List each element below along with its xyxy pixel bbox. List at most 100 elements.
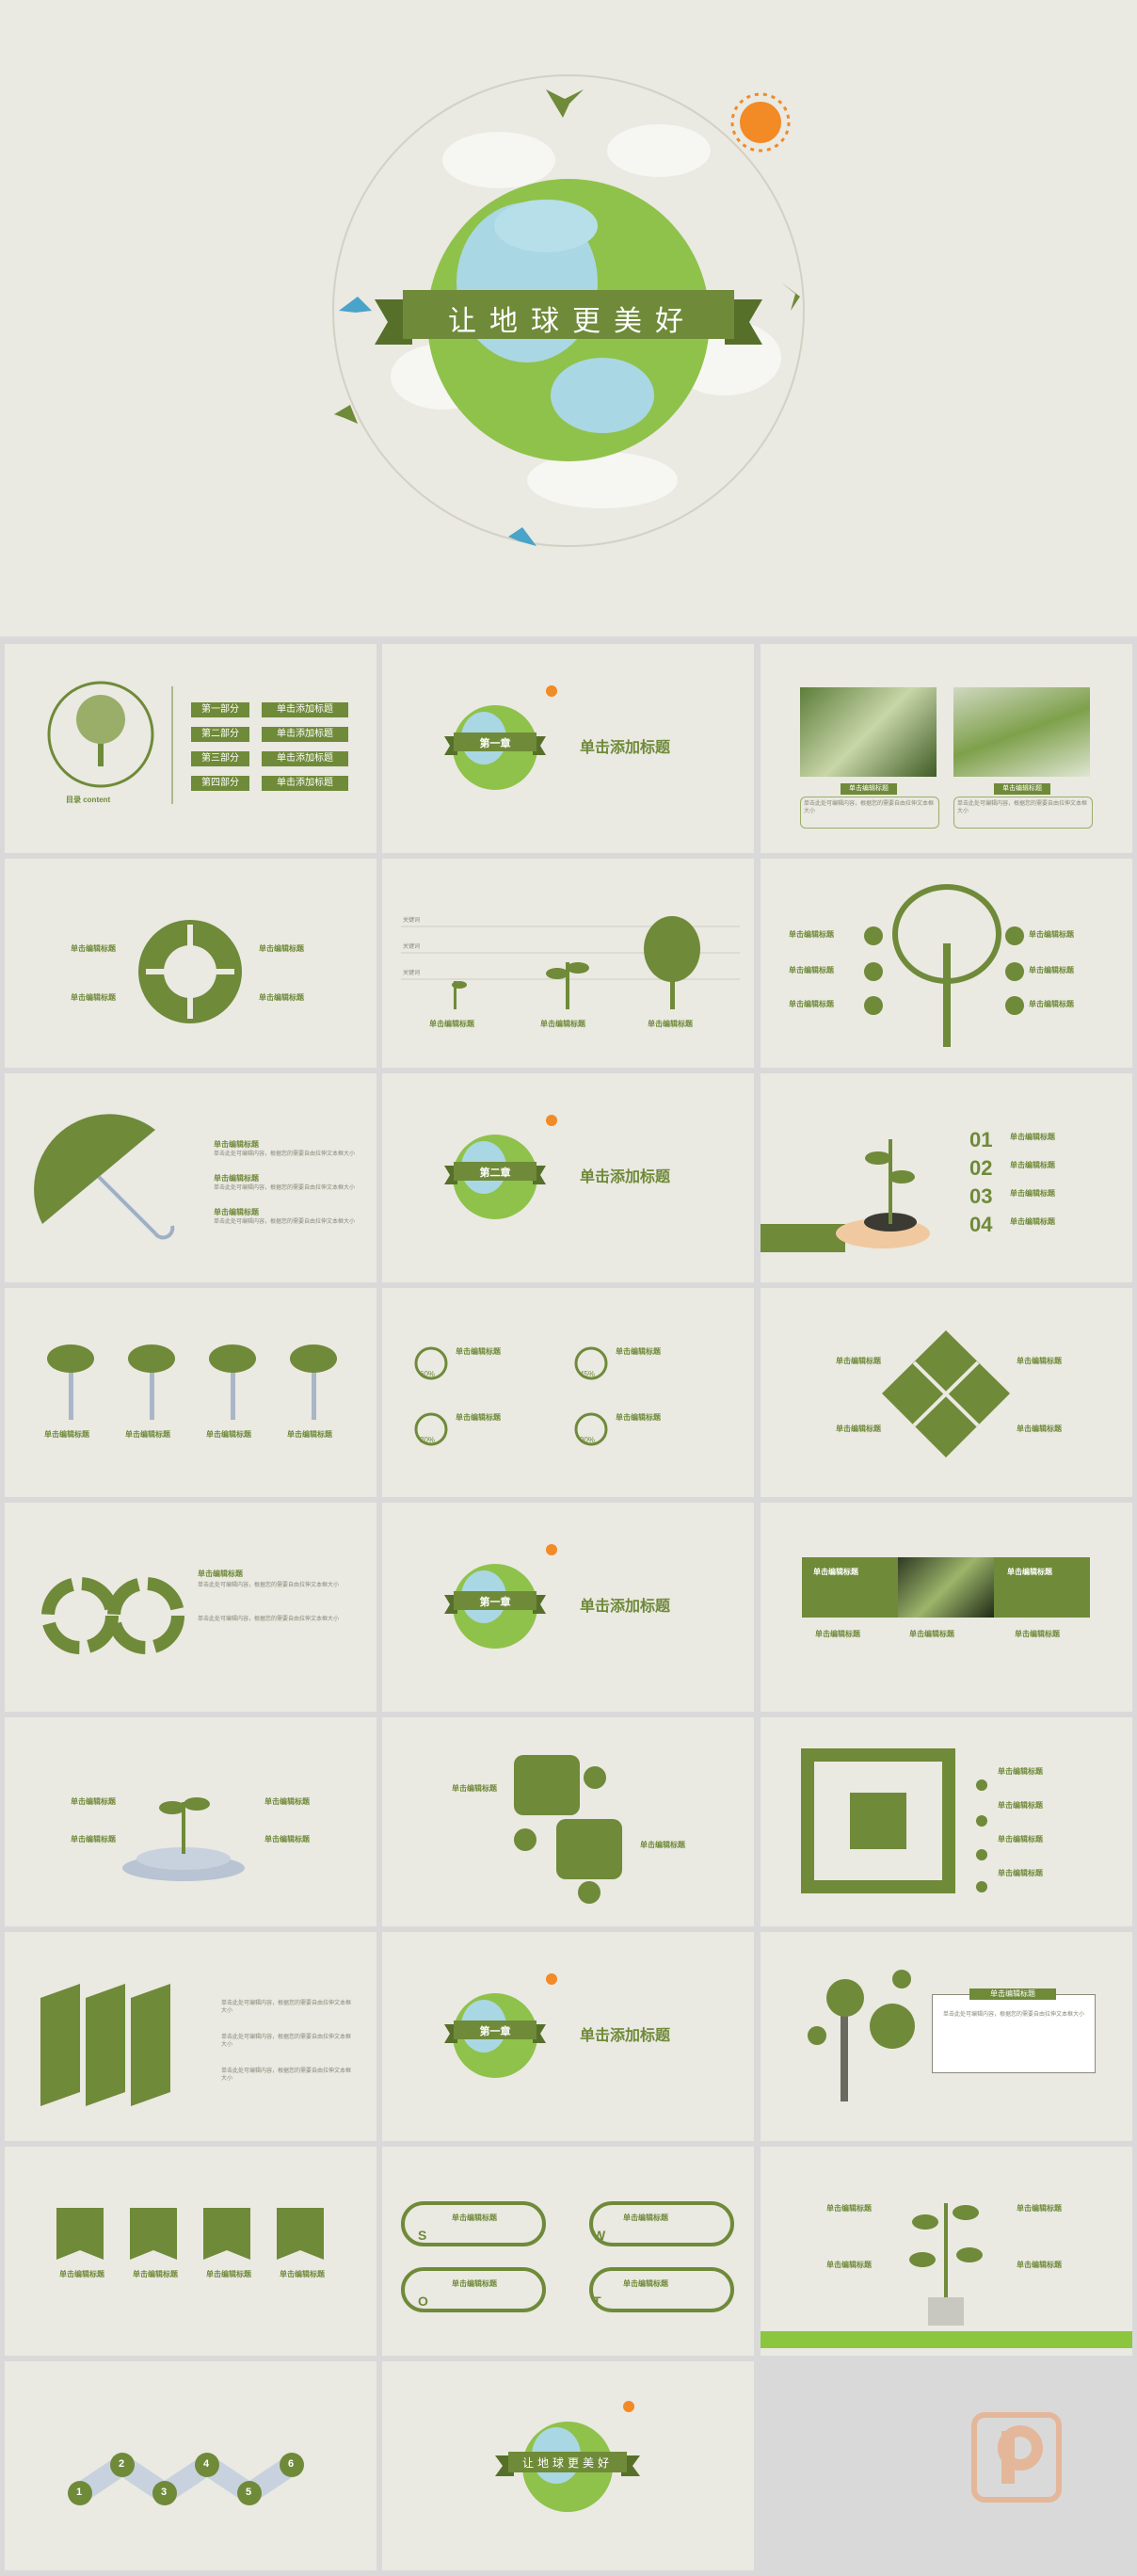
- toc-title-1[interactable]: 单击添加标题: [262, 702, 348, 717]
- photo-2: [953, 687, 1090, 777]
- cycle-title-2: 单击编辑标题: [71, 993, 116, 1002]
- percent-4: 90%: [580, 1436, 596, 1444]
- slide-chapter-1[interactable]: 第一章 单击添加标题: [382, 644, 754, 853]
- toc-title-2[interactable]: 单击添加标题: [262, 727, 348, 742]
- plant-label-3: 关键词: [403, 971, 421, 976]
- coins-title-1: 单击编辑标题: [71, 1797, 116, 1806]
- umbrella-text-2: 单击此处可编辑内容，根据您的需要自由拉伸文本框大小: [214, 1185, 356, 1191]
- slide-chapter-2[interactable]: 第二章 单击添加标题: [382, 1073, 754, 1282]
- slide-hand-plant[interactable]: 01 02 03 04 单击编辑标题 单击编辑标题 单击编辑标题 单击编辑标题: [761, 1073, 1132, 1282]
- swot-title-2: 单击编辑标题: [623, 2214, 668, 2222]
- cover-slide[interactable]: 让地球更美好: [0, 0, 1137, 636]
- watermark-logo: [971, 2412, 1062, 2503]
- tree-branches-icon: [808, 1970, 915, 2101]
- recycle-title: 单击编辑标题: [198, 1570, 243, 1578]
- mini-globe: [444, 685, 557, 790]
- tree-icon: [47, 681, 173, 804]
- slide-flags[interactable]: 单击此处可编辑内容，根据您的需要自由拉伸文本框大小 单击此处可编辑内容，根据您的…: [5, 1932, 376, 2141]
- slide-puzzle[interactable]: 单击编辑标题 单击编辑标题: [382, 1717, 754, 1926]
- slide-diamond[interactable]: 单击编辑标题 单击编辑标题 单击编辑标题 单击编辑标题: [761, 1288, 1132, 1497]
- ribbon-icons: [56, 2208, 324, 2260]
- chapter-name: 第二章: [479, 1167, 511, 1179]
- percent-title-3: 单击编辑标题: [456, 1413, 501, 1422]
- percent-title-1: 单击编辑标题: [456, 1347, 501, 1356]
- flag-shapes: [40, 1984, 170, 2106]
- toc-part-1[interactable]: 第一部分: [191, 702, 249, 717]
- slide-coins[interactable]: 单击编辑标题 单击编辑标题 单击编辑标题 单击编辑标题: [5, 1717, 376, 1926]
- slide-growth[interactable]: 关键词 关键词 关键词 单击编辑标题 单击编辑标题 单击编辑标题: [382, 859, 754, 1068]
- toc-part-2[interactable]: 第二部分: [191, 727, 249, 742]
- chapter-title: 单击添加标题: [580, 2028, 671, 2044]
- slide-recycle[interactable]: 单击编辑标题 单击此处可编辑内容，根据您的需要自由拉伸文本框大小 单击此处可编辑…: [5, 1503, 376, 1712]
- chapter-title: 单击添加标题: [580, 1599, 671, 1615]
- diamond-title-1: 单击编辑标题: [836, 1357, 881, 1365]
- slide-loop[interactable]: 单击编辑标题 单击编辑标题 单击编辑标题 单击编辑标题: [761, 1717, 1132, 1926]
- flags-text-2: 单击此处可编辑内容，根据您的需要自由拉伸文本框大小: [221, 2035, 352, 2048]
- coins-title-2: 单击编辑标题: [71, 1835, 116, 1843]
- slide-percent[interactable]: 60% 45% 20% 90% 单击编辑标题 单击编辑标题 单击编辑标题 单击编…: [382, 1288, 754, 1497]
- banner-col-title-2: 单击编辑标题: [909, 1630, 954, 1638]
- toc-title-4[interactable]: 单击添加标题: [262, 776, 348, 791]
- slide-big-tree[interactable]: 单击编辑标题 单击编辑标题 单击编辑标题 单击编辑标题 单击编辑标题 单击编辑标…: [761, 859, 1132, 1068]
- loop-title-2: 单击编辑标题: [998, 1801, 1043, 1810]
- slide-umbrella[interactable]: 单击编辑标题 单击此处可编辑内容，根据您的需要自由拉伸文本框大小 单击编辑标题 …: [5, 1073, 376, 1282]
- slide-cycle[interactable]: 单击编辑标题 单击编辑标题 单击编辑标题 单击编辑标题: [5, 859, 376, 1068]
- chapter-name: 第一章: [479, 2026, 511, 2037]
- chapter-name: 第一章: [479, 738, 511, 749]
- swot-letter-s: S: [418, 2228, 427, 2243]
- plant-title-1: 单击编辑标题: [826, 2204, 872, 2213]
- step-5: 5: [246, 2487, 252, 2498]
- potted-plant-icon: [761, 2203, 1132, 2348]
- percent-2: 45%: [580, 1370, 596, 1378]
- slide-potted-plant[interactable]: 单击编辑标题 单击编辑标题 单击编辑标题 单击编辑标题: [761, 2147, 1132, 2356]
- number-title-3: 单击编辑标题: [1010, 1189, 1055, 1198]
- umbrella-text-1: 单击此处可编辑内容，根据您的需要自由拉伸文本框大小: [214, 1151, 356, 1157]
- chapter-name: 第一章: [479, 1597, 511, 1608]
- number-title-2: 单击编辑标题: [1010, 1161, 1055, 1169]
- number-title-1: 单击编辑标题: [1010, 1133, 1055, 1141]
- toc-part-3[interactable]: 第三部分: [191, 751, 249, 766]
- umbrella-icon: [34, 1114, 175, 1240]
- diamond-title-4: 单击编辑标题: [1017, 1425, 1062, 1433]
- ribbon-title-3: 单击编辑标题: [206, 2270, 251, 2278]
- flags-text-1: 单击此处可编辑内容，根据您的需要自由拉伸文本框大小: [221, 2001, 352, 2014]
- mini-globe: [444, 1973, 557, 2078]
- slide-ending[interactable]: 让地球更美好: [382, 2361, 754, 2570]
- banner-title-2: 单击编辑标题: [1007, 1568, 1052, 1576]
- photo-2-title[interactable]: 单击编辑标题: [994, 783, 1050, 795]
- slide-swot[interactable]: S W O T 单击编辑标题 单击编辑标题 单击编辑标题 单击编辑标题: [382, 2147, 754, 2356]
- toc-title-3[interactable]: 单击添加标题: [262, 751, 348, 766]
- toc-part-4[interactable]: 第四部分: [191, 776, 249, 791]
- umbrella-title-3: 单击编辑标题: [214, 1208, 259, 1216]
- growth-title-3: 单击编辑标题: [648, 1020, 693, 1028]
- cycle-title-1: 单击编辑标题: [71, 944, 116, 953]
- step-6: 6: [288, 2458, 295, 2470]
- banner-right: [994, 1557, 1090, 1618]
- slide-tree-box[interactable]: 单击编辑标题 单击此处可编辑内容，根据您的需要自由拉伸文本框大小: [761, 1932, 1132, 2141]
- growth-title-1: 单击编辑标题: [429, 1020, 474, 1028]
- plant-label-2: 关键词: [403, 944, 421, 950]
- ending-title: 让地球更美好: [521, 2456, 613, 2470]
- slide-steps[interactable]: 1 2 3 4 5 6: [5, 2361, 376, 2570]
- recycle-text-2: 单击此处可编辑内容，根据您的需要自由拉伸文本框大小: [198, 1617, 340, 1622]
- loop-title-4: 单击编辑标题: [998, 1869, 1043, 1877]
- photo-1-title[interactable]: 单击编辑标题: [841, 783, 897, 795]
- plant-title-4: 单击编辑标题: [1017, 2261, 1062, 2269]
- slide-photos[interactable]: 单击编辑标题 单击编辑标题 单击此处可编辑内容，根据您的需要自由拉伸文本框大小 …: [761, 644, 1132, 853]
- cycle-diagram: [138, 920, 242, 1023]
- swot-title-3: 单击编辑标题: [452, 2279, 497, 2288]
- percent-title-2: 单击编辑标题: [616, 1347, 661, 1356]
- slide-banner-photo[interactable]: 单击编辑标题 单击编辑标题 单击编辑标题 单击编辑标题 单击编辑标题: [761, 1503, 1132, 1712]
- plant-title-3: 单击编辑标题: [1017, 2204, 1062, 2213]
- photo-2-text: 单击此处可编辑内容，根据您的需要自由拉伸文本框大小: [953, 797, 1093, 829]
- loop-diagram: [801, 1748, 987, 1893]
- slide-chapter-4[interactable]: 第一章 单击添加标题: [382, 1932, 754, 2141]
- trees-title-3: 单击编辑标题: [206, 1430, 251, 1439]
- tree-box: [932, 1994, 1096, 2073]
- coins-sprout-icon: [122, 1797, 245, 1881]
- slide-chapter-3[interactable]: 第一章 单击添加标题: [382, 1503, 754, 1712]
- slide-four-trees[interactable]: 单击编辑标题 单击编辑标题 单击编辑标题 单击编辑标题: [5, 1288, 376, 1497]
- slide-ribbons[interactable]: 单击编辑标题 单击编辑标题 单击编辑标题 单击编辑标题: [5, 2147, 376, 2356]
- umbrella-text-3: 单击此处可编辑内容，根据您的需要自由拉伸文本框大小: [214, 1219, 356, 1225]
- slide-toc[interactable]: 目录 content 第一部分 第二部分 第三部分 第四部分 单击添加标题 单击…: [5, 644, 376, 853]
